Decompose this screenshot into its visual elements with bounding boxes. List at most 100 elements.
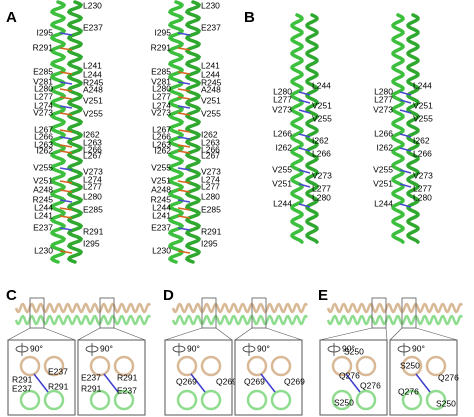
residue-label: Q269 (244, 376, 265, 386)
residue-label: L230 (83, 0, 102, 10)
residue-label: E237 (83, 22, 103, 32)
residue-label: R291 (151, 42, 172, 52)
side-chain (59, 250, 73, 254)
residue-label: E237 (33, 222, 53, 232)
side-chain (177, 105, 191, 109)
helix (305, 13, 319, 244)
side-chain (177, 144, 191, 148)
residue-label: V273 (151, 107, 171, 117)
residue-label: L263 (201, 137, 220, 147)
residue-label: L244 (201, 69, 220, 79)
residue-label: V273 (373, 104, 393, 114)
residue-label: E285 (201, 204, 221, 214)
residue-label: R291 (48, 381, 69, 391)
residue-label: L263 (83, 137, 102, 147)
helix (66, 0, 84, 264)
residue-label: L280 (34, 83, 53, 93)
side-chain (298, 99, 311, 104)
zoom-connector (215, 327, 233, 341)
residue-label: R291 (83, 226, 104, 236)
residue-label: L241 (83, 60, 102, 70)
residue-label: L244 (34, 202, 53, 212)
helix-end-view (43, 389, 65, 411)
side-chain (190, 373, 206, 393)
residue-label: I262 (312, 135, 329, 145)
residue-label: Q276 (398, 386, 419, 396)
side-chain (298, 133, 311, 138)
side-chain (59, 81, 73, 85)
helix-end-view (355, 389, 377, 411)
residue-label: L277 (374, 94, 393, 104)
side-chain (260, 373, 276, 393)
helix-end-view (331, 355, 353, 377)
side-chain (177, 227, 191, 231)
residue-label: R245 (83, 77, 104, 87)
residue-label: L230 (34, 245, 53, 255)
residue-label: I262 (36, 145, 53, 155)
residue-label: I262 (201, 129, 218, 139)
zoom-connector (385, 327, 388, 341)
side-chain (177, 129, 191, 133)
zoom-box (401, 297, 417, 329)
residue-label: V251 (413, 100, 433, 110)
helix (290, 13, 304, 244)
side-chain (399, 203, 412, 208)
residue-label: L277 (152, 91, 171, 101)
residue-label: R291 (33, 42, 54, 52)
residue-label: I262 (154, 145, 171, 155)
residue-label: L280 (273, 86, 292, 96)
residue-label: V255 (201, 108, 221, 118)
residue-label: R291 (81, 383, 102, 393)
residue-label: L266 (201, 144, 220, 154)
side-chain (177, 207, 191, 211)
side-chain (177, 199, 191, 203)
side-chain (298, 147, 311, 152)
rotation-label: 90° (187, 343, 200, 353)
helix (391, 13, 405, 244)
residue-label: Q269 (284, 376, 305, 386)
residue-label: E237 (12, 383, 32, 393)
residue-label: Q269 (176, 376, 197, 386)
zoom-connector (415, 327, 458, 341)
side-chain (177, 81, 191, 85)
residue-label: V273 (83, 166, 103, 176)
residue-label: Q276 (339, 370, 360, 380)
side-chain (298, 91, 311, 96)
side-chain (59, 136, 73, 140)
residue-label: L267 (152, 124, 171, 134)
side-chain (399, 91, 412, 96)
residue-label: V255 (33, 162, 53, 172)
residue-label: I262 (376, 142, 393, 152)
residue-label: L266 (273, 128, 292, 138)
zoom-box (99, 297, 115, 329)
side-chain (59, 199, 73, 203)
residue-label: L244 (83, 69, 102, 79)
side-chain (177, 71, 191, 75)
residue-label: L241 (34, 210, 53, 220)
residue-label: L280 (312, 192, 331, 202)
residue-label: V255 (373, 164, 393, 174)
residue-label: L244 (374, 198, 393, 208)
side-chain (59, 144, 73, 148)
residue-label: V273 (33, 107, 53, 117)
rotation-label: 90° (30, 343, 43, 353)
helix (14, 314, 151, 326)
residue-label: V273 (201, 166, 221, 176)
helix (171, 314, 308, 326)
zoom-connector (43, 327, 76, 341)
residue-label: L244 (152, 202, 171, 212)
residue-label: Q276 (360, 380, 381, 390)
side-chain (298, 183, 311, 188)
side-chain (177, 47, 191, 51)
residue-label: V255 (151, 162, 171, 172)
inset-box (164, 339, 233, 416)
residue-label: E237 (151, 222, 171, 232)
residue-label: L244 (413, 80, 432, 90)
rotation-label: 90° (257, 343, 270, 353)
side-chain (415, 373, 431, 393)
zoom-connector (234, 327, 253, 341)
helix (171, 302, 308, 314)
panel-letter: E (318, 287, 328, 304)
residue-label: L230 (201, 0, 220, 10)
residue-label: V281 (151, 76, 171, 86)
